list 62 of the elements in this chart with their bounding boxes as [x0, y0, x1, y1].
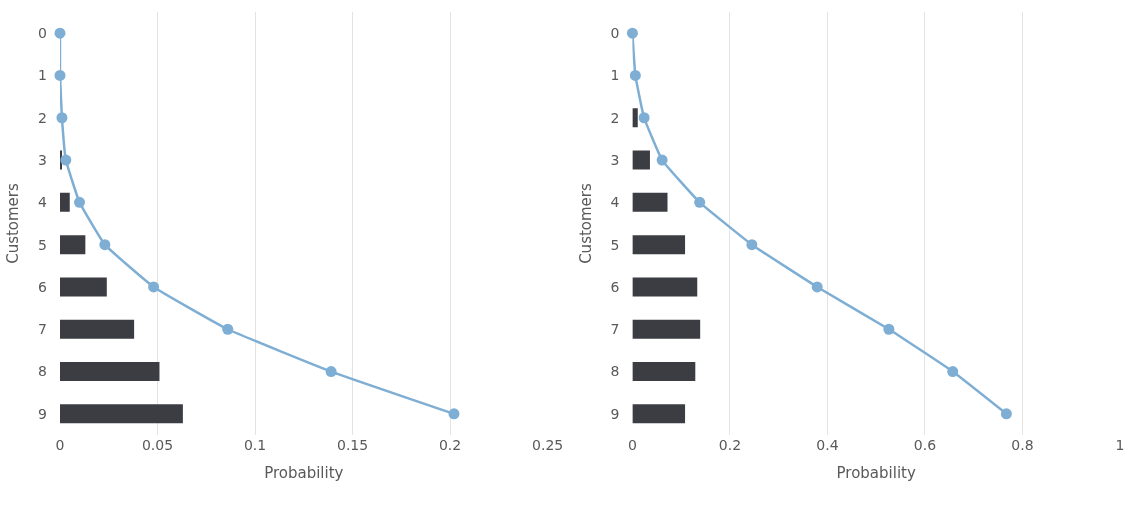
point: [74, 196, 85, 208]
point: [947, 366, 959, 378]
y-tick-label: 7: [610, 321, 620, 338]
x-tick-label: 0.1: [243, 437, 267, 453]
point: [629, 69, 641, 81]
y-tick-label: 2: [38, 109, 47, 126]
x-tick-label: 0.05: [141, 437, 174, 453]
x-tick-label: 0.4: [816, 437, 839, 453]
point: [54, 27, 66, 39]
bar: [60, 362, 160, 382]
point: [99, 239, 111, 251]
x-tick-label: 0.8: [1011, 437, 1034, 453]
point: [638, 112, 650, 124]
point: [54, 69, 66, 81]
y-tick-label: 6: [610, 278, 620, 295]
bar: [60, 277, 107, 297]
y-tick-label: 5: [38, 236, 47, 253]
point: [56, 112, 68, 124]
bar: [60, 319, 135, 339]
y-tick-label: 6: [38, 278, 48, 295]
y-tick-label: 2: [610, 109, 620, 126]
y-axis-title: Customers: [576, 182, 595, 264]
point: [60, 154, 72, 166]
y-tick-label: 3: [610, 151, 620, 168]
x-tick-label: 0.25: [532, 437, 564, 453]
point: [1000, 408, 1012, 420]
bar: [60, 404, 183, 424]
y-tick-label: 9: [38, 405, 47, 422]
x-tick-label: 0.2: [438, 437, 462, 453]
point: [626, 27, 638, 39]
point: [448, 408, 460, 420]
y-tick-label: 8: [38, 363, 47, 380]
y-tick-label: 5: [610, 236, 620, 253]
point: [746, 239, 758, 251]
bar: [60, 235, 86, 255]
point: [694, 196, 706, 208]
y-tick-label: 1: [610, 67, 620, 84]
point: [222, 323, 234, 335]
x-tick-label: 0: [55, 437, 65, 453]
point: [811, 281, 823, 293]
x-tick-label: 0.15: [336, 437, 369, 453]
y-tick-label: 9: [610, 405, 620, 422]
y-axis-title: Customers: [4, 182, 23, 264]
bar: [60, 192, 70, 212]
point: [148, 281, 160, 293]
y-tick-label: 7: [38, 321, 47, 338]
point: [656, 154, 668, 166]
y-tick-label: 1: [38, 67, 47, 84]
y-tick-label: 4: [38, 194, 48, 211]
y-tick-label: 0: [38, 25, 47, 42]
y-tick-label: 4: [610, 194, 620, 211]
x-tick-label: 0.6: [913, 437, 937, 453]
y-tick-label: 8: [610, 363, 620, 380]
x-axis-title: Probability: [264, 464, 344, 482]
point: [325, 366, 337, 378]
x-tick-label: 0: [627, 437, 637, 453]
point: [883, 323, 895, 335]
y-tick-label: 0: [610, 25, 620, 42]
x-tick-label: 0.2: [718, 437, 742, 453]
y-tick-label: 3: [38, 151, 47, 168]
x-tick-label: 1: [1115, 437, 1125, 453]
x-axis-title: Probability: [836, 464, 916, 482]
